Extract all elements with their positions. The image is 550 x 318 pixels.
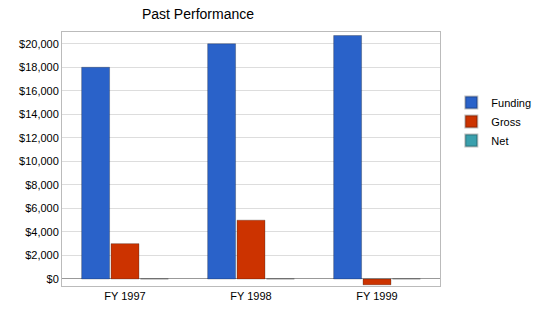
- svg-text:$18,000: $18,000: [19, 61, 59, 73]
- svg-text:$0: $0: [47, 273, 59, 285]
- svg-text:$6,000: $6,000: [25, 202, 59, 214]
- svg-text:Funding: Funding: [491, 97, 531, 109]
- svg-text:$12,000: $12,000: [19, 132, 59, 144]
- svg-text:$8,000: $8,000: [25, 179, 59, 191]
- svg-text:$16,000: $16,000: [19, 85, 59, 97]
- svg-text:$20,000: $20,000: [19, 38, 59, 50]
- svg-text:$4,000: $4,000: [25, 226, 59, 238]
- svg-text:FY 1997: FY 1997: [104, 290, 145, 302]
- svg-text:Net: Net: [491, 135, 508, 147]
- svg-text:$10,000: $10,000: [19, 155, 59, 167]
- svg-text:Gross: Gross: [491, 116, 521, 128]
- svg-text:Past Performance: Past Performance: [142, 6, 254, 22]
- svg-text:$14,000: $14,000: [19, 108, 59, 120]
- svg-text:FY 1998: FY 1998: [230, 290, 271, 302]
- svg-text:$2,000: $2,000: [25, 249, 59, 261]
- svg-text:FY 1999: FY 1999: [356, 290, 397, 302]
